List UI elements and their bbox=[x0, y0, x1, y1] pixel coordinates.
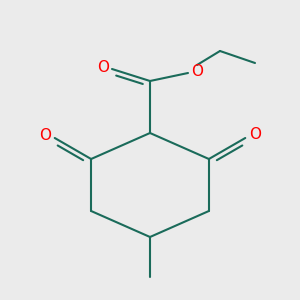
Text: O: O bbox=[97, 59, 109, 74]
Text: O: O bbox=[249, 128, 261, 142]
Text: O: O bbox=[191, 64, 203, 79]
Text: O: O bbox=[39, 128, 51, 142]
